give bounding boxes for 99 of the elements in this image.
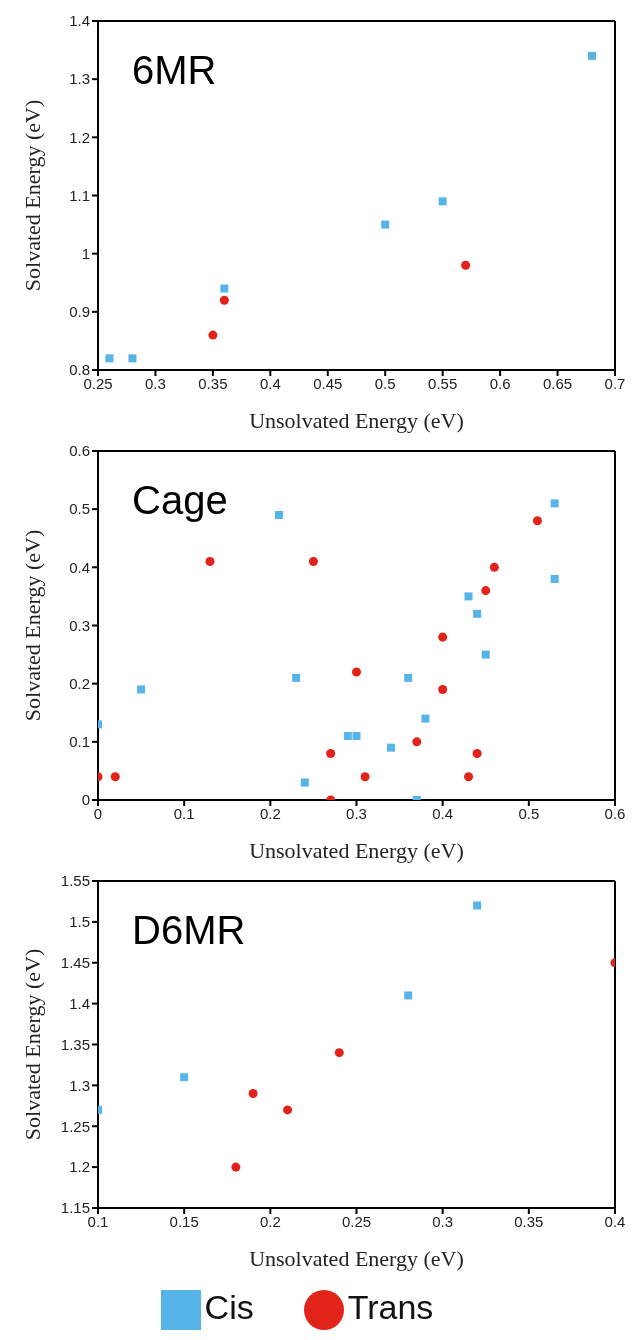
y-tick-label: 1.2 <box>69 128 90 146</box>
x-tick-label: 0.55 <box>428 374 458 392</box>
point <box>438 197 447 206</box>
annotation: D6MR <box>132 908 246 952</box>
x-tick-label: 0.3 <box>346 804 367 822</box>
x-tick-label: 0.2 <box>259 1212 281 1230</box>
point <box>128 354 137 363</box>
y-tick-label: 1.35 <box>60 1035 90 1053</box>
x-tick-label: 0.6 <box>489 374 511 392</box>
point <box>461 260 471 270</box>
y-tick-label: 0.9 <box>69 303 90 321</box>
y-tick-label: 1.15 <box>60 1199 90 1217</box>
point <box>326 748 336 758</box>
x-tick-label: 0.4 <box>604 1212 626 1230</box>
point <box>472 748 482 758</box>
x-tick-label: 0 <box>93 804 103 822</box>
legend-label: Trans <box>347 1287 434 1326</box>
x-tick-label: 0.5 <box>518 804 540 822</box>
x-tick-label: 0.4 <box>259 374 281 392</box>
x-tick-label: 0.3 <box>432 1212 454 1230</box>
point <box>292 673 301 682</box>
y-tick-label: 1.3 <box>69 1076 90 1094</box>
point <box>248 1089 258 1099</box>
point <box>274 510 283 519</box>
point <box>412 737 422 747</box>
y-tick-label: 0.1 <box>69 733 90 751</box>
x-axis-title: Unsolvated Energy (eV) <box>249 408 464 433</box>
y-tick-label: 0 <box>81 791 90 809</box>
point <box>473 609 482 618</box>
y-axis-title: Solvated Energy (eV) <box>19 948 45 1141</box>
y-tick-label: 0.3 <box>69 616 90 634</box>
point <box>300 778 309 787</box>
y-tick-label: 1.2 <box>69 1158 90 1176</box>
x-tick-label: 0.45 <box>313 374 343 392</box>
x-tick-label: 0.4 <box>432 804 454 822</box>
point <box>481 650 490 659</box>
y-tick-label: 1.45 <box>60 954 90 972</box>
y-tick-label: 0.5 <box>69 500 90 518</box>
y-tick-label: 1.4 <box>69 994 90 1012</box>
point <box>205 557 215 567</box>
y-tick-label: 0.2 <box>69 674 90 692</box>
point <box>381 220 390 229</box>
point <box>352 732 361 741</box>
x-tick-label: 0.1 <box>173 804 195 822</box>
y-tick-label: 1.55 <box>60 872 90 890</box>
point <box>473 901 482 910</box>
y-tick-label: 1.5 <box>69 913 90 931</box>
point <box>334 1048 344 1058</box>
x-tick-label: 0.35 <box>514 1212 544 1230</box>
x-axis-title: Unsolvated Energy (eV) <box>249 838 464 863</box>
y-tick-label: 1 <box>81 244 90 262</box>
point <box>137 685 146 694</box>
point <box>110 772 120 782</box>
x-tick-label: 0.3 <box>145 374 166 392</box>
point <box>404 991 413 1000</box>
x-tick-label: 0.35 <box>198 374 228 392</box>
point <box>489 562 499 572</box>
annotation: 6MR <box>132 48 217 92</box>
annotation: Cage <box>132 478 228 522</box>
y-tick-label: 1.1 <box>69 186 90 204</box>
y-tick-label: 0.6 <box>69 442 90 460</box>
x-tick-label: 0.15 <box>169 1212 199 1230</box>
legend-label: Cis <box>204 1287 254 1326</box>
point <box>438 684 448 694</box>
point <box>421 714 430 723</box>
x-tick-label: 0.2 <box>259 804 281 822</box>
y-tick-label: 1.3 <box>69 70 90 88</box>
point <box>351 667 362 677</box>
point <box>386 743 395 752</box>
x-tick-label: 0.7 <box>604 374 626 392</box>
point <box>481 586 491 596</box>
point <box>550 574 559 583</box>
point <box>532 516 542 526</box>
point <box>343 732 352 741</box>
point <box>220 284 229 293</box>
point <box>404 673 413 682</box>
x-tick-label: 0.65 <box>542 374 573 392</box>
y-tick-label: 1.4 <box>69 12 90 30</box>
point <box>231 1162 241 1172</box>
point <box>208 330 218 340</box>
point <box>464 592 473 601</box>
y-tick-label: 0.4 <box>69 558 90 576</box>
point <box>588 51 597 60</box>
point <box>105 354 114 363</box>
x-tick-label: 0.25 <box>341 1212 372 1230</box>
x-tick-label: 0.6 <box>604 804 626 822</box>
point <box>438 632 448 642</box>
point <box>283 1105 293 1115</box>
x-axis-title: Unsolvated Energy (eV) <box>249 1245 464 1271</box>
point <box>308 557 318 567</box>
point <box>550 499 559 508</box>
y-tick-label: 1.25 <box>60 1117 90 1135</box>
point <box>360 772 370 782</box>
x-tick-label: 0.5 <box>374 374 396 392</box>
y-axis-title: Solvated Energy (eV) <box>19 99 45 292</box>
point <box>180 1073 189 1082</box>
y-axis-title: Solvated Energy (eV) <box>19 529 45 722</box>
point <box>464 772 474 782</box>
point <box>219 295 229 305</box>
